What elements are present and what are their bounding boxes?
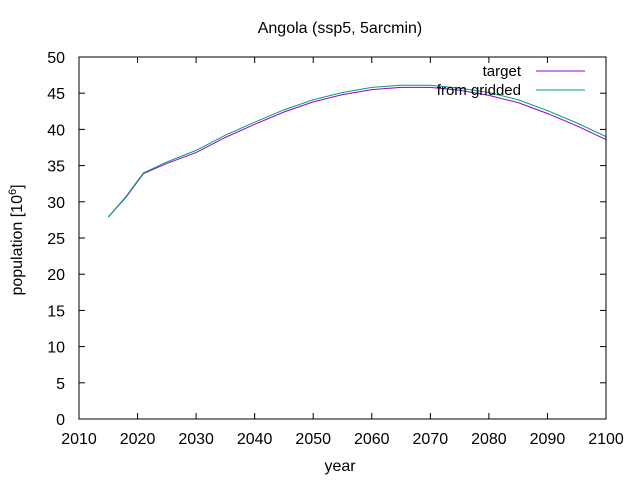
y-tick-label: 50 bbox=[47, 50, 65, 67]
x-tick-label: 2030 bbox=[178, 431, 214, 448]
y-tick-label: 15 bbox=[47, 303, 65, 320]
x-tick-label: 2080 bbox=[471, 431, 507, 448]
y-tick-label: 0 bbox=[56, 412, 65, 429]
legend-label-from-gridded: from gridded bbox=[437, 82, 521, 99]
y-tick-label: 35 bbox=[47, 159, 65, 176]
x-tick-label: 2040 bbox=[237, 431, 273, 448]
y-tick-label: 20 bbox=[47, 267, 65, 284]
y-tick-label: 30 bbox=[47, 195, 65, 212]
plot-frame bbox=[78, 56, 607, 420]
x-tick-label: 2070 bbox=[413, 431, 449, 448]
x-tick-label: 2100 bbox=[588, 431, 624, 448]
y-tick-label: 40 bbox=[47, 122, 65, 139]
x-tick-label: 2020 bbox=[120, 431, 156, 448]
y-tick-label: 45 bbox=[47, 86, 65, 103]
series-line-target bbox=[107, 86, 607, 218]
x-tick-label: 2090 bbox=[530, 431, 566, 448]
y-axis-title-text: population [10 bbox=[9, 195, 26, 296]
x-tick-labels: 2010 2020 2030 2040 2050 2060 2070 2080 2090 2100 bbox=[61, 431, 624, 448]
axis-ticks bbox=[78, 56, 607, 420]
chart-title: Angola (ssp5, 5arcmin) bbox=[258, 20, 423, 37]
legend: target from gridded bbox=[437, 63, 585, 99]
y-axis-title: population [106] bbox=[7, 184, 26, 295]
y-tick-labels: 0 5 10 15 20 25 30 35 40 45 50 bbox=[47, 50, 65, 429]
y-axis-title-exponent: 6 bbox=[7, 189, 19, 195]
legend-label-target: target bbox=[483, 63, 522, 80]
y-tick-label: 10 bbox=[47, 340, 65, 357]
series-line-from-gridded bbox=[107, 84, 607, 218]
series-lines bbox=[107, 84, 607, 218]
x-tick-label: 2060 bbox=[354, 431, 390, 448]
x-tick-label: 2010 bbox=[61, 431, 97, 448]
y-tick-label: 25 bbox=[47, 231, 65, 248]
y-tick-label: 5 bbox=[56, 376, 65, 393]
x-tick-label: 2050 bbox=[295, 431, 331, 448]
x-axis-title: year bbox=[324, 458, 356, 475]
y-axis-title-suffix: ] bbox=[9, 184, 26, 188]
